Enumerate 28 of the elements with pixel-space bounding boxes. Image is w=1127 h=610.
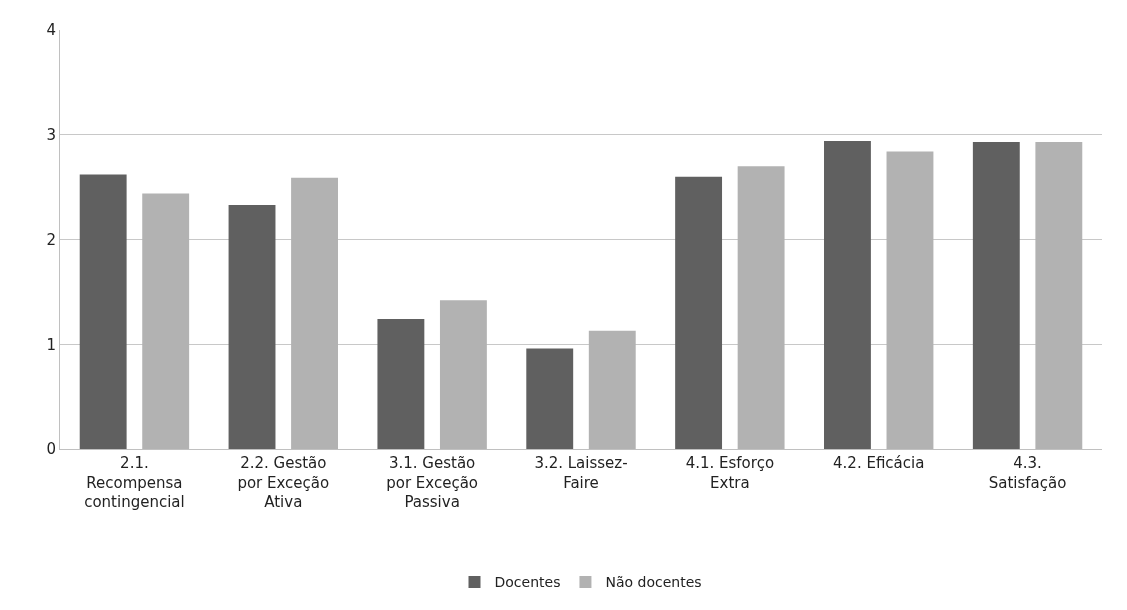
bar — [228, 204, 276, 449]
x-tick-label: 2.1. Recompensa contingencial — [84, 454, 185, 511]
bar — [588, 330, 636, 449]
legend-label: Não docentes — [605, 574, 702, 591]
x-tick-label: 4.1. Esforço Extra — [685, 454, 775, 492]
bar — [377, 319, 425, 449]
bar — [142, 193, 190, 449]
bar — [291, 177, 338, 449]
y-tick-label: 1 — [46, 335, 56, 354]
x-tick-label: 4.2. Eficácia — [833, 454, 925, 472]
y-tick-label: 4 — [46, 21, 56, 40]
x-tick-label: 2.2. Gestão por Exceção Ativa — [237, 454, 330, 511]
y-tick-label: 0 — [46, 440, 56, 459]
x-tick-label: 4.3. Satisfação — [988, 454, 1067, 492]
x-tick-label: 3.1. Gestão por Exceção Passiva — [386, 454, 479, 511]
bar — [1035, 142, 1083, 449]
y-tick-label: 3 — [46, 126, 56, 144]
x-tick-label: 3.2. Laissez-Faire — [534, 454, 628, 492]
bar — [675, 176, 723, 449]
bar — [972, 142, 1020, 449]
bar — [886, 151, 934, 449]
bar — [439, 300, 487, 449]
legend-label: Docentes — [494, 574, 561, 591]
bar — [737, 166, 785, 449]
bar — [824, 141, 871, 449]
y-tick-label: 2 — [46, 230, 56, 249]
bar — [79, 174, 127, 449]
bar — [526, 348, 574, 449]
